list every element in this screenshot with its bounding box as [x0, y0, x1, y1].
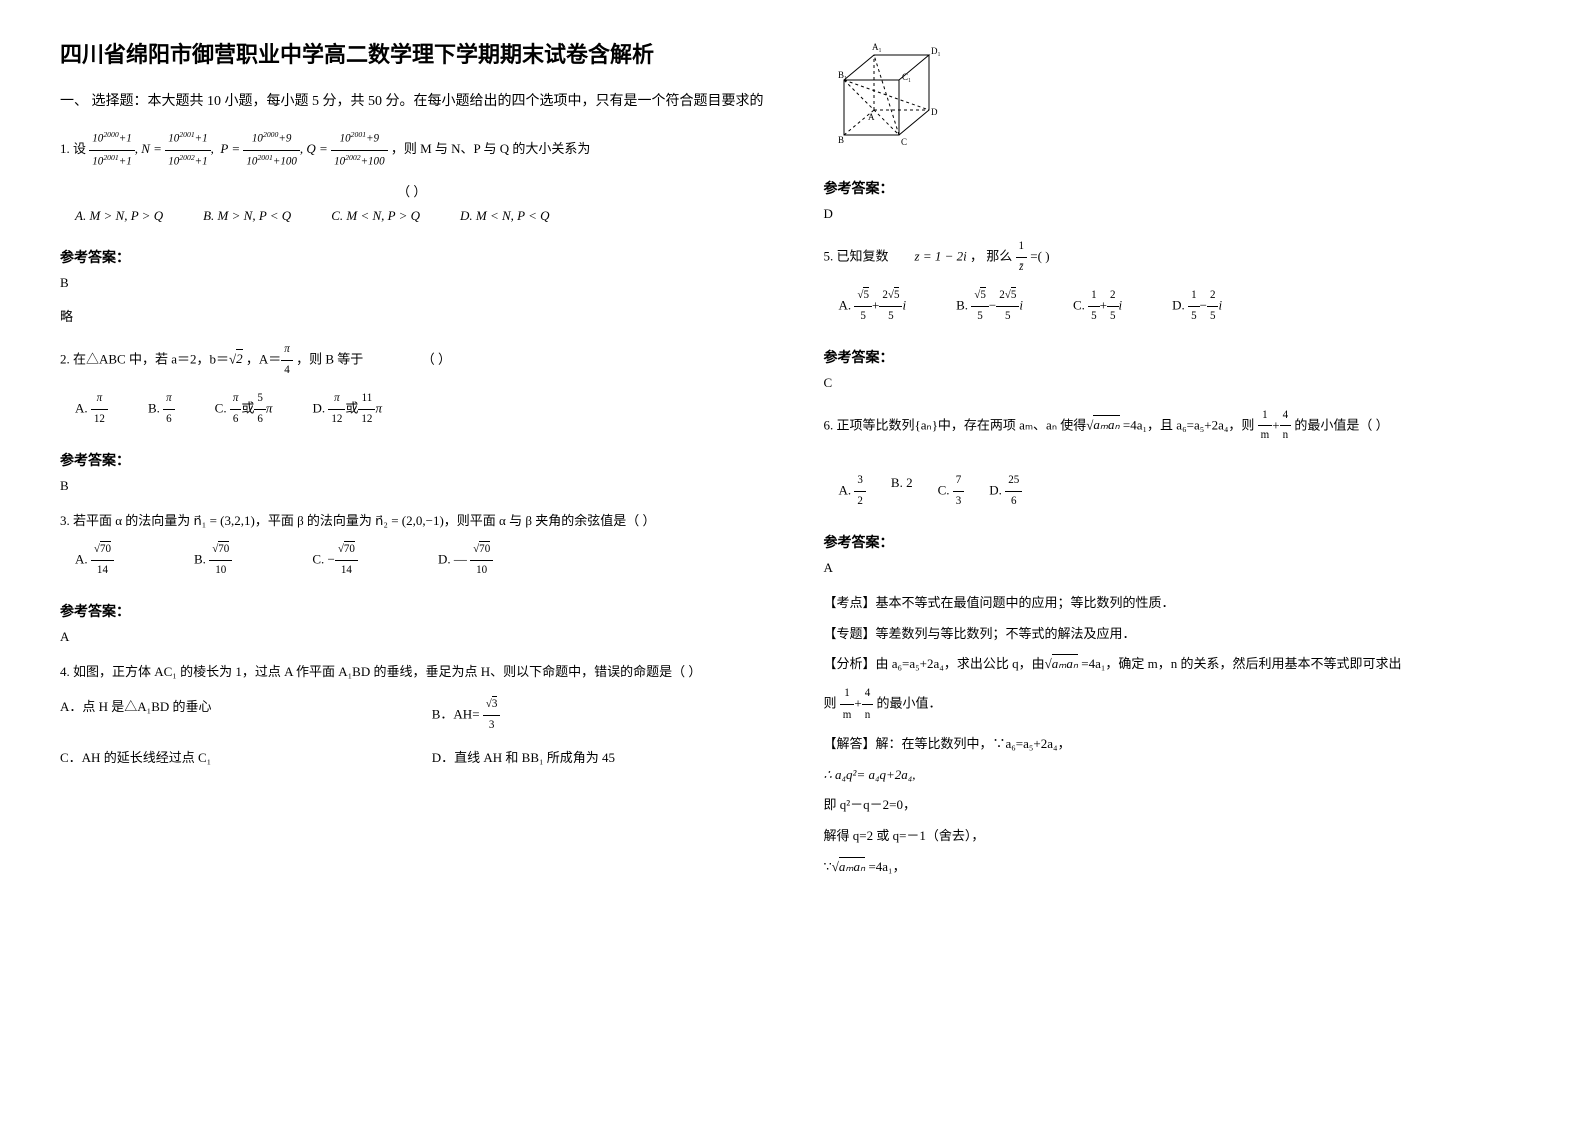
- q2-answer: B: [60, 478, 764, 494]
- q4-answer: D: [824, 206, 1528, 222]
- question-2: 2. 在△ABC 中，若 a＝2，b＝√2 ，A＝π4 ，则 B 等于 （ ） …: [60, 340, 764, 430]
- q1-formula: 102000+1102001+1, N = 102001+1102002+1, …: [89, 141, 391, 156]
- q5-optA: A. √55+2√55i: [839, 286, 907, 327]
- q1-optB: B. M > N, P < Q: [203, 204, 291, 227]
- q3-optC: C. −√7014: [312, 540, 358, 581]
- q6-optA: A. 32: [839, 471, 866, 512]
- q6-explain9-prefix: ∵: [824, 859, 832, 874]
- section-header: 一、 选择题：本大题共 10 小题，每小题 5 分，共 50 分。在每小题给出的…: [60, 91, 764, 113]
- q1-prefix: 1. 设: [60, 141, 86, 156]
- q4-optB: B．AH= √33: [432, 695, 764, 736]
- q2-options: A. π12 B. π6 C. π6或56π D. π12或1112π: [75, 389, 764, 430]
- q2-optC: C. π6或56π: [215, 389, 273, 430]
- cube-diagram-icon: A₁ D₁ B₁ C₁ B C A D: [824, 40, 954, 160]
- q2-prefix: 2. 在△ABC 中，若 a＝2，b＝: [60, 351, 229, 366]
- q2-optA: A. π12: [75, 389, 108, 430]
- q2-blank: （ ）: [422, 351, 451, 366]
- q5-optB: B. √55−2√55i: [956, 286, 1023, 327]
- svg-text:B₁: B₁: [838, 70, 847, 80]
- q5-suffix: =( ): [1030, 248, 1049, 263]
- q6-options: A. 32 B. 2 C. 73 D. 256: [839, 471, 1528, 512]
- q2-suffix: ，则 B 等于: [296, 351, 363, 366]
- svg-text:D: D: [931, 107, 938, 117]
- q1-answer2: 略: [60, 306, 764, 325]
- q6-optD: D. 256: [989, 471, 1022, 512]
- q1-options: A. M > N, P > Q B. M > N, P < Q C. M < N…: [75, 204, 764, 227]
- q6-optB: B. 2: [891, 471, 913, 512]
- svg-text:A: A: [868, 112, 875, 122]
- q1-optA: A. M > N, P > Q: [75, 204, 163, 227]
- q2-optB: B. π6: [148, 389, 175, 430]
- q3-text: 3. 若平面 α 的法向量为 n⃗₁ = (3,2,1)，平面 β 的法向量为 …: [60, 509, 764, 532]
- q6-explain7: 即 q²－q－2=0，: [824, 793, 1528, 818]
- question-5: 5. 已知复数 z = 1 − 2i ， 那么 1z̄ =( ) A. √55+…: [824, 237, 1528, 327]
- q6-explain6: ∴ a₄q²= a₄q+2a₄,: [824, 763, 1528, 788]
- q2-answer-label: 参考答案：: [60, 450, 764, 470]
- q1-blank: （ ）: [60, 180, 764, 203]
- q5-answer-label: 参考答案：: [824, 347, 1528, 367]
- q6-text: 6. 正项等比数列{aₙ}中，存在两项 aₘ、aₙ 使得√aₘaₙ =4a₁，且…: [824, 406, 1528, 447]
- q4-optA: A．点 H 是△A₁BD 的垂心: [60, 695, 392, 736]
- left-column: 四川省绵阳市御营职业中学高二数学理下学期期末试卷含解析 一、 选择题：本大题共 …: [60, 40, 764, 1082]
- q5-answer: C: [824, 375, 1528, 391]
- q6-explain9-suffix: =4a₁，: [868, 859, 905, 874]
- question-4: 4. 如图，正方体 AC₁ 的棱长为 1，过点 A 作平面 A₁BD 的垂线，垂…: [60, 660, 764, 770]
- q5-prefix: 5. 已知复数: [824, 248, 889, 263]
- q5-optC: C. 15+25i: [1073, 286, 1122, 327]
- q3-answer-label: 参考答案：: [60, 601, 764, 621]
- q5-mid: ， 那么: [970, 248, 1012, 263]
- q4-answer-label: 参考答案：: [824, 178, 1528, 198]
- q6-explain4: 则 1m+4n 的最小值．: [824, 683, 1528, 726]
- q6-explain3: 【分析】由 a₆=a₅+2a₄，求出公比 q，由√aₘaₙ =4a₁，确定 m，…: [824, 652, 1528, 677]
- page-title: 四川省绵阳市御营职业中学高二数学理下学期期末试卷含解析: [60, 40, 764, 71]
- q3-options: A. √7014 B. √7010 C. −√7014 D. — √7010: [75, 540, 764, 581]
- q1-answer: B: [60, 275, 764, 291]
- q1-text: 1. 设 102000+1102001+1, N = 102001+110200…: [60, 128, 764, 172]
- q1-suffix: ，则 M 与 N、P 与 Q 的大小关系为: [391, 141, 591, 156]
- right-column: A₁ D₁ B₁ C₁ B C A D 参考答案： D 5. 已知复数 z = …: [824, 40, 1528, 1082]
- q6-explain9: ∵√aₘaₙ =4a₁，: [824, 855, 1528, 880]
- q6-mid: =4a₁，且 a₆=a₅+2a₄，则: [1123, 417, 1254, 432]
- q6-explain1: 【考点】基本不等式在最值问题中的应用；等比数列的性质．: [824, 591, 1528, 616]
- q3-optD: D. — √7010: [438, 540, 493, 581]
- q2-optD: D. π12或1112π: [312, 389, 382, 430]
- q3-optA: A. √7014: [75, 540, 114, 581]
- q6-explain2: 【专题】等差数列与等比数列；不等式的解法及应用．: [824, 622, 1528, 647]
- q6-answer-label: 参考答案：: [824, 532, 1528, 552]
- q6-explain5: 【解答】解：在等比数列中，∵a₆=a₅+2a₄，: [824, 732, 1528, 757]
- q6-explain4-suffix: 的最小值．: [876, 696, 941, 711]
- q6-explain4-prefix: 则: [824, 696, 837, 711]
- q1-optC: C. M < N, P > Q: [331, 204, 420, 227]
- q6-explain3-suffix: =4a₁，确定 m，n 的关系，然后利用基本不等式即可求出: [1081, 656, 1401, 671]
- svg-text:A₁: A₁: [872, 42, 882, 52]
- q6-explain3-prefix: 【分析】由 a₆=a₅+2a₄，求出公比 q，由: [824, 656, 1045, 671]
- q4-text: 4. 如图，正方体 AC₁ 的棱长为 1，过点 A 作平面 A₁BD 的垂线，垂…: [60, 660, 764, 683]
- question-3: 3. 若平面 α 的法向量为 n⃗₁ = (3,2,1)，平面 β 的法向量为 …: [60, 509, 764, 581]
- q5-optD: D. 15−25i: [1172, 286, 1222, 327]
- svg-text:B: B: [838, 135, 844, 145]
- q6-optC: C. 73: [938, 471, 965, 512]
- q5-formula: z = 1 − 2i: [915, 248, 967, 263]
- q6-answer: A: [824, 560, 1528, 576]
- q5-text: 5. 已知复数 z = 1 − 2i ， 那么 1z̄ =( ): [824, 237, 1528, 278]
- q2-mid: ，A＝: [246, 351, 281, 366]
- svg-text:C₁: C₁: [902, 72, 911, 82]
- svg-text:C: C: [901, 137, 907, 147]
- q6-suffix: 的最小值是（ ）: [1294, 417, 1388, 432]
- question-6: 6. 正项等比数列{aₙ}中，存在两项 aₘ、aₙ 使得√aₘaₙ =4a₁，且…: [824, 406, 1528, 513]
- q6-prefix: 6. 正项等比数列{aₙ}中，存在两项 aₘ、aₙ 使得: [824, 417, 1087, 432]
- q2-text: 2. 在△ABC 中，若 a＝2，b＝√2 ，A＝π4 ，则 B 等于 （ ）: [60, 340, 764, 381]
- q1-optD: D. M < N, P < Q: [460, 204, 550, 227]
- q4-optD: D．直线 AH 和 BB₁ 所成角为 45: [432, 746, 764, 769]
- q3-answer: A: [60, 629, 764, 645]
- q6-explain8: 解得 q=2 或 q=－1（舍去），: [824, 824, 1528, 849]
- q4-optC: C．AH 的延长线经过点 C₁: [60, 746, 392, 769]
- q3-optB: B. √7010: [194, 540, 232, 581]
- q5-options: A. √55+2√55i B. √55−2√55i C. 15+25i D. 1…: [839, 286, 1528, 327]
- question-1: 1. 设 102000+1102001+1, N = 102001+110200…: [60, 128, 764, 227]
- q1-answer-label: 参考答案：: [60, 247, 764, 267]
- svg-text:D₁: D₁: [931, 46, 941, 56]
